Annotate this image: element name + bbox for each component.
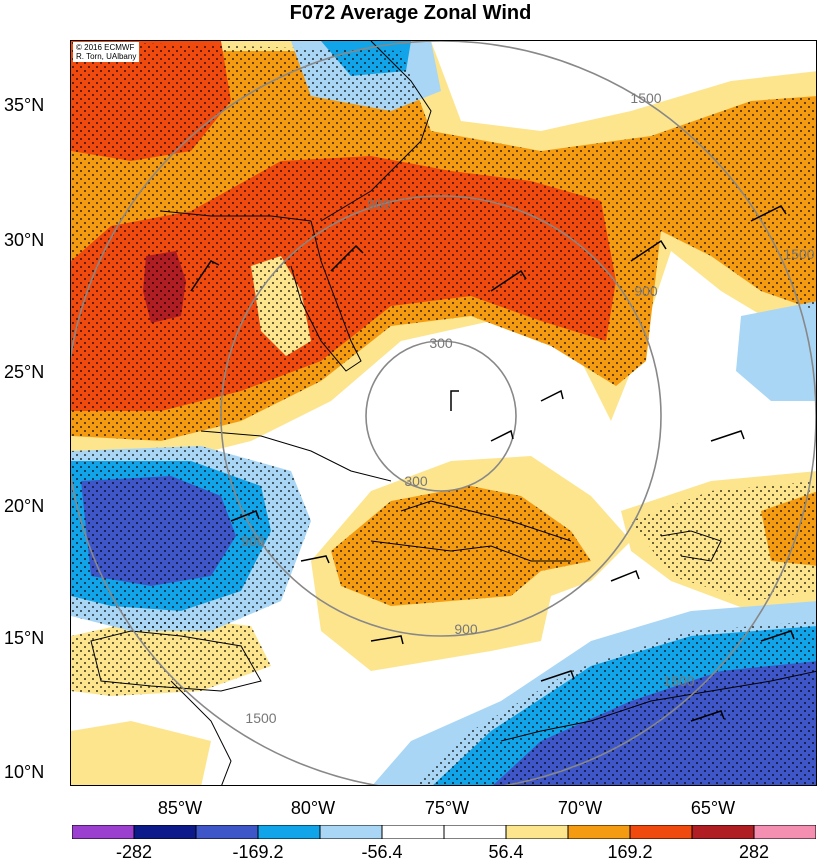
colorbar-swatch	[753, 825, 816, 839]
contour-label: 300	[404, 473, 428, 489]
southwest-yellow-2	[71, 721, 211, 785]
contour-label: 900	[634, 283, 658, 299]
lat-label: 10°N	[4, 762, 45, 782]
stipple-east	[631, 481, 816, 601]
colorbar-swatch	[319, 825, 383, 839]
colorbar	[72, 825, 816, 839]
contour-labels: 300 300 900 900 900 900 1500 1500 1500 1…	[241, 90, 814, 726]
credit-box: © 2016 ECMWF R. Torn, UAlbany	[73, 42, 140, 62]
contour-label: 900	[367, 196, 391, 212]
colorbar-swatch	[195, 825, 259, 839]
lat-label: 25°N	[4, 362, 45, 382]
colorbar-tick: 282	[738, 842, 770, 862]
credit-line: © 2016 ECMWF	[76, 43, 135, 52]
colorbar-swatch	[567, 825, 631, 839]
stipple-north	[71, 41, 816, 441]
contour-label: 900	[241, 533, 265, 549]
lon-label: 75°W	[424, 798, 470, 818]
east-cool-patch	[736, 301, 816, 401]
contour-label: 1500	[783, 246, 814, 262]
stipple-south	[413, 621, 816, 785]
wind-barbs	[190, 205, 795, 722]
contour-label: 900	[454, 621, 478, 637]
zonal-wind-map: 300 300 900 900 900 900 1500 1500 1500 1…	[71, 41, 816, 785]
stipple-west	[71, 446, 311, 631]
contour-label: 1500	[245, 710, 276, 726]
colorbar-swatch	[381, 825, 445, 839]
lon-label: 70°W	[557, 798, 603, 818]
lon-label: 85°W	[157, 798, 203, 818]
contour-label: 1500	[630, 90, 661, 106]
lon-label: 80°W	[290, 798, 336, 818]
lat-label: 20°N	[4, 496, 45, 516]
coastlines	[90, 41, 816, 785]
credit-line: R. Torn, UAlbany	[76, 52, 137, 61]
contour-label: 1500	[663, 673, 694, 689]
contour-label: 300	[429, 335, 453, 351]
colorbar-tick: 56.4	[488, 842, 524, 862]
colorbar-tick: 169.2	[607, 842, 653, 862]
colorbar-swatch	[257, 825, 321, 839]
lat-label: 30°N	[4, 230, 45, 250]
lon-label: 65°W	[690, 798, 736, 818]
colorbar-tick: -169.2	[232, 842, 284, 862]
stipple-sw	[71, 616, 271, 696]
colorbar-swatch	[133, 825, 197, 839]
colorbar-swatch	[443, 825, 507, 839]
colorbar-swatch	[691, 825, 755, 839]
stipple-caribbean	[331, 486, 591, 606]
colorbar-swatch	[629, 825, 693, 839]
colorbar-swatch	[72, 825, 135, 839]
map-title: F072 Average Zonal Wind	[289, 2, 532, 24]
colorbar-tick: -282	[115, 842, 153, 862]
lat-label: 15°N	[4, 628, 45, 648]
map-panel: 300 300 900 900 900 900 1500 1500 1500 1…	[70, 40, 817, 786]
lat-label: 35°N	[4, 95, 45, 115]
distance-rings	[71, 41, 816, 785]
colorbar-tick: -56.4	[361, 842, 403, 862]
colorbar-swatch	[505, 825, 569, 839]
